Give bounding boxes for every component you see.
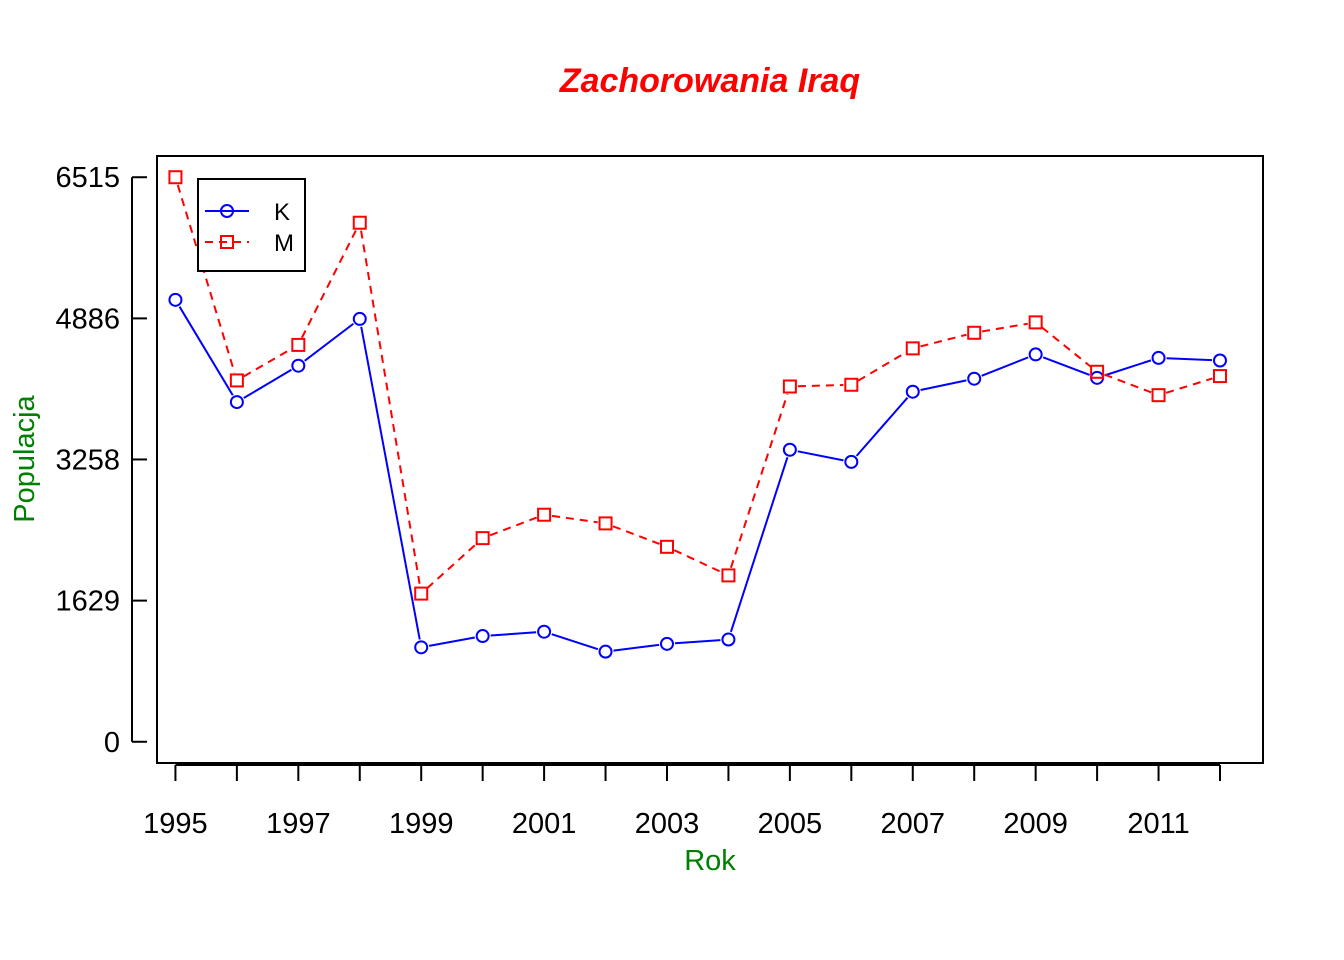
series-line-segment bbox=[1041, 326, 1092, 368]
series-line-segment bbox=[729, 457, 789, 633]
plot-area bbox=[156, 155, 1264, 764]
series-line-segment bbox=[1166, 357, 1213, 362]
data-point bbox=[659, 539, 674, 554]
data-point bbox=[967, 371, 982, 386]
series-line-segment bbox=[551, 633, 599, 651]
data-point bbox=[782, 442, 797, 457]
series-line-segment bbox=[857, 351, 907, 382]
data-point bbox=[414, 640, 429, 655]
series-K bbox=[168, 292, 1227, 659]
chart-title: Zachorowania Iraq bbox=[559, 62, 861, 100]
data-point bbox=[352, 215, 367, 230]
y-tick-label: 1629 bbox=[55, 586, 120, 618]
data-point bbox=[414, 586, 429, 601]
data-point bbox=[1212, 353, 1227, 368]
series-line-segment bbox=[797, 383, 844, 388]
series-line-segment bbox=[1104, 359, 1152, 377]
series-line-segment bbox=[612, 525, 660, 545]
data-point bbox=[1028, 315, 1043, 330]
data-point bbox=[537, 507, 552, 522]
series-M bbox=[168, 170, 1227, 601]
data-point bbox=[844, 454, 859, 469]
data-point bbox=[782, 379, 797, 394]
series-line-segment bbox=[613, 643, 660, 652]
x-axis-label: Rok bbox=[684, 845, 736, 877]
series-line-segment bbox=[426, 542, 478, 589]
series-line-segment bbox=[551, 514, 598, 524]
y-axis-label: Populacja bbox=[9, 394, 41, 522]
series-line-segment bbox=[674, 639, 721, 645]
data-point bbox=[1151, 350, 1166, 365]
data-point bbox=[721, 568, 736, 583]
series-line-segment bbox=[920, 333, 967, 348]
x-tick-label: 1995 bbox=[143, 808, 208, 840]
series-line-segment bbox=[1104, 373, 1152, 394]
series-line-segment bbox=[855, 397, 909, 457]
y-tick-label: 6515 bbox=[55, 162, 120, 194]
data-point bbox=[168, 292, 183, 307]
data-point bbox=[598, 644, 613, 659]
x-axis: 1995 1997 1999 2001 2003 2005 2007 2009 2011 bbox=[143, 764, 1221, 840]
data-point bbox=[291, 358, 306, 373]
series-line-segment bbox=[178, 306, 234, 396]
data-point bbox=[905, 341, 920, 356]
data-point bbox=[598, 516, 613, 531]
data-point bbox=[537, 624, 552, 639]
data-point bbox=[291, 337, 306, 352]
data-point bbox=[659, 636, 674, 651]
x-tick-label: 1997 bbox=[266, 808, 331, 840]
data-point bbox=[352, 311, 367, 326]
series-line-segment bbox=[490, 631, 537, 637]
data-point bbox=[229, 373, 244, 388]
series-layer bbox=[168, 170, 1227, 659]
series-line-segment bbox=[304, 322, 355, 362]
series-line-segment bbox=[673, 549, 722, 573]
series-line-segment bbox=[301, 229, 358, 339]
y-tick-label: 4886 bbox=[55, 303, 120, 335]
data-point bbox=[844, 377, 859, 392]
data-point bbox=[475, 531, 490, 546]
data-point bbox=[1090, 364, 1105, 379]
data-point bbox=[1028, 347, 1043, 362]
series-line-segment bbox=[797, 450, 844, 462]
series-line-segment bbox=[729, 393, 789, 569]
legend: KM bbox=[197, 178, 306, 272]
y-axis: 0 1629 3258 4886 6515 bbox=[55, 162, 147, 759]
data-point bbox=[967, 325, 982, 340]
x-tick-label: 2007 bbox=[881, 808, 946, 840]
x-tick-label: 2009 bbox=[1003, 808, 1068, 840]
x-tick-label: 1999 bbox=[389, 808, 454, 840]
data-point bbox=[905, 384, 920, 399]
data-point bbox=[168, 170, 183, 185]
data-point bbox=[1212, 369, 1227, 384]
y-tick-label: 3258 bbox=[55, 444, 120, 476]
legend-box bbox=[197, 178, 306, 272]
data-point bbox=[475, 629, 490, 644]
series-line-segment bbox=[1165, 377, 1213, 394]
series-line-segment bbox=[981, 322, 1028, 333]
series-line-segment bbox=[981, 356, 1029, 377]
x-tick-label: 2011 bbox=[1127, 808, 1189, 840]
series-line-segment bbox=[489, 516, 537, 537]
data-point bbox=[229, 395, 244, 410]
series-line-segment bbox=[176, 184, 236, 374]
data-point bbox=[721, 632, 736, 647]
series-line-segment bbox=[1042, 356, 1090, 376]
series-line-segment bbox=[243, 348, 292, 378]
x-tick-label: 2001 bbox=[512, 808, 577, 840]
series-line-segment bbox=[428, 636, 475, 647]
legend-label: M bbox=[274, 230, 294, 257]
series-line-segment bbox=[360, 230, 421, 586]
legend-label: K bbox=[274, 199, 290, 226]
x-tick-label: 2003 bbox=[635, 808, 700, 840]
y-tick-label: 0 bbox=[104, 727, 120, 759]
legend-marker bbox=[220, 204, 234, 218]
data-point bbox=[1151, 388, 1166, 403]
legend-marker bbox=[220, 235, 234, 249]
series-line-segment bbox=[360, 326, 421, 640]
x-tick-label: 2005 bbox=[758, 808, 823, 840]
series-line-segment bbox=[920, 379, 967, 392]
series-line-segment bbox=[243, 368, 292, 399]
